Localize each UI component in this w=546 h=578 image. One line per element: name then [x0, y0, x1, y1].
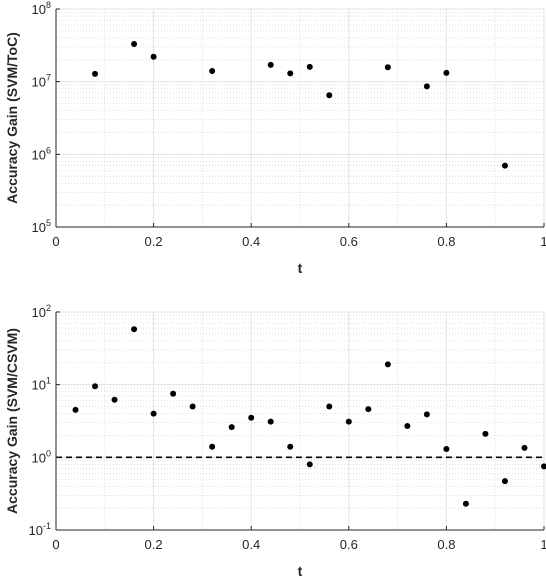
axes	[55, 9, 544, 228]
data-point	[209, 68, 216, 75]
y-tick-label: 108	[32, 0, 51, 17]
data-point	[170, 390, 177, 397]
data-point	[92, 383, 99, 390]
x-tick-labels: 0 0.2 0.4 0.6 0.8 1	[52, 234, 546, 249]
data-point	[443, 69, 450, 76]
x-tick-label: 0.4	[242, 537, 260, 552]
plot-area	[56, 9, 544, 227]
top-panel: 0 0.2 0.4 0.6 0.8 1 105 106 107 108 t Accuracy G…	[4, 0, 546, 276]
minor-gridlines	[56, 9, 544, 227]
data-point	[287, 443, 294, 450]
y-tick-labels: 10-1 100 101 102	[29, 303, 51, 538]
y-tick-label: 100	[32, 448, 51, 465]
data-point	[306, 63, 313, 70]
bottom-panel: 0 0.2 0.4 0.6 0.8 1 10-1 100 101 102 t Accuracy …	[4, 303, 546, 578]
tick-marks	[55, 8, 545, 228]
data-point	[345, 418, 352, 425]
data-point	[189, 403, 196, 410]
tick-marks	[55, 311, 545, 531]
data-point	[267, 61, 274, 68]
data-point	[131, 326, 138, 333]
x-tick-label: 0.8	[437, 234, 455, 249]
x-axis-label: t	[298, 563, 303, 578]
y-axis-label: Accuracy Gain (SVM/ToC)	[4, 32, 20, 204]
y-tick-label: 105	[32, 218, 51, 235]
minor-gridlines	[56, 312, 544, 530]
data-point	[384, 64, 391, 71]
data-point	[72, 406, 79, 413]
x-tick-label: 0	[52, 234, 59, 249]
data-point	[482, 430, 489, 437]
y-tick-label: 102	[32, 303, 51, 320]
data-point	[365, 406, 372, 413]
data-point	[111, 396, 118, 403]
data-point	[306, 461, 313, 468]
data-point	[248, 414, 255, 421]
data-point	[462, 500, 469, 507]
data-point	[521, 444, 528, 451]
x-tick-label: 0.6	[340, 537, 358, 552]
data-point	[443, 446, 450, 453]
data-point	[287, 70, 294, 77]
x-tick-label: 0.6	[340, 234, 358, 249]
x-tick-label: 0.8	[437, 537, 455, 552]
data-point	[326, 92, 333, 99]
x-tick-labels: 0 0.2 0.4 0.6 0.8 1	[52, 537, 546, 552]
data-point	[150, 410, 157, 417]
x-axis-label: t	[298, 260, 303, 276]
x-tick-label: 1	[540, 537, 546, 552]
axes	[55, 312, 544, 531]
data-point	[131, 40, 138, 47]
data-point	[384, 361, 391, 368]
data-point	[423, 411, 430, 418]
y-tick-label: 107	[32, 73, 51, 90]
data-point	[209, 443, 216, 450]
y-tick-label: 10-1	[29, 521, 51, 538]
x-tick-label: 0.4	[242, 234, 260, 249]
y-tick-label: 101	[32, 376, 51, 393]
data-point	[541, 463, 546, 470]
data-point	[150, 53, 157, 60]
y-tick-label: 106	[32, 145, 51, 162]
y-tick-labels: 105 106 107 108	[32, 0, 51, 235]
data-points	[72, 326, 546, 507]
data-point	[326, 403, 333, 410]
x-tick-label: 0.2	[145, 537, 163, 552]
data-point	[501, 162, 508, 169]
data-point	[228, 424, 235, 431]
x-tick-label: 0	[52, 537, 59, 552]
data-point	[423, 83, 430, 90]
x-tick-label: 0.2	[145, 234, 163, 249]
data-point	[501, 478, 508, 485]
x-tick-label: 1	[540, 234, 546, 249]
data-point	[267, 418, 274, 425]
data-point	[404, 422, 411, 429]
data-point	[92, 70, 99, 77]
y-axis-label: Accuracy Gain (SVM/CSVM)	[4, 328, 20, 514]
data-points	[92, 40, 508, 169]
